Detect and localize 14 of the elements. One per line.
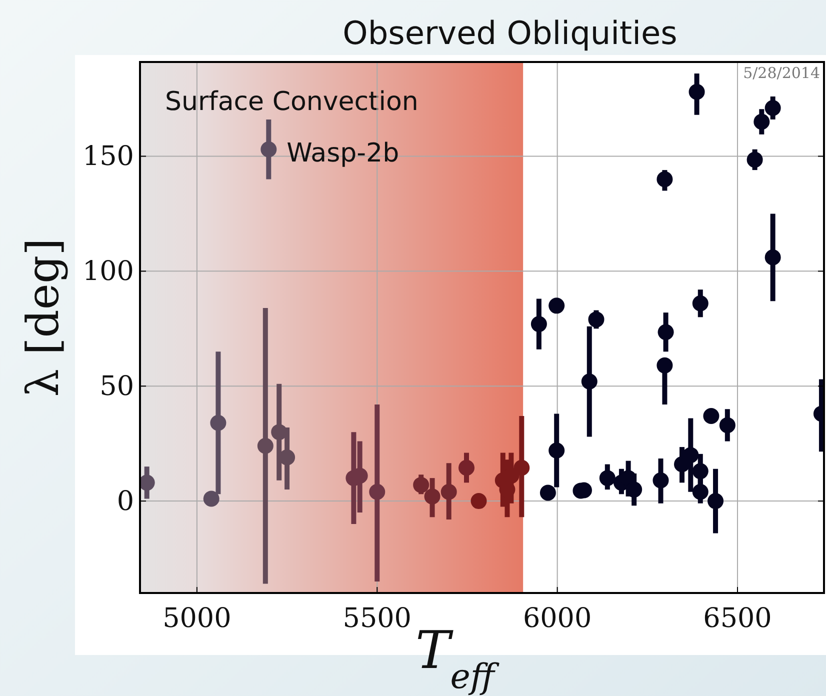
x-tick-label: 6000 (522, 603, 592, 634)
x-tick-label: 5500 (342, 603, 412, 634)
x-tick-label: 5000 (162, 603, 232, 634)
annotation: Wasp-2b (286, 138, 400, 168)
x-tick-label: 6500 (703, 603, 772, 634)
x-axis-title: T$_{eff}$ (416, 621, 500, 696)
y-tick-label: 100 (82, 256, 134, 288)
band-label: Surface Convection (165, 87, 418, 117)
y-tick-label: 50 (100, 371, 134, 402)
y-tick-label: 150 (82, 141, 134, 172)
chart-title: Observed Obliquities (342, 14, 678, 52)
y-tick-label: 0 (116, 486, 134, 518)
y-axis-title: λ [deg] (18, 238, 69, 397)
annotation: 5/28/2014 (743, 64, 820, 82)
